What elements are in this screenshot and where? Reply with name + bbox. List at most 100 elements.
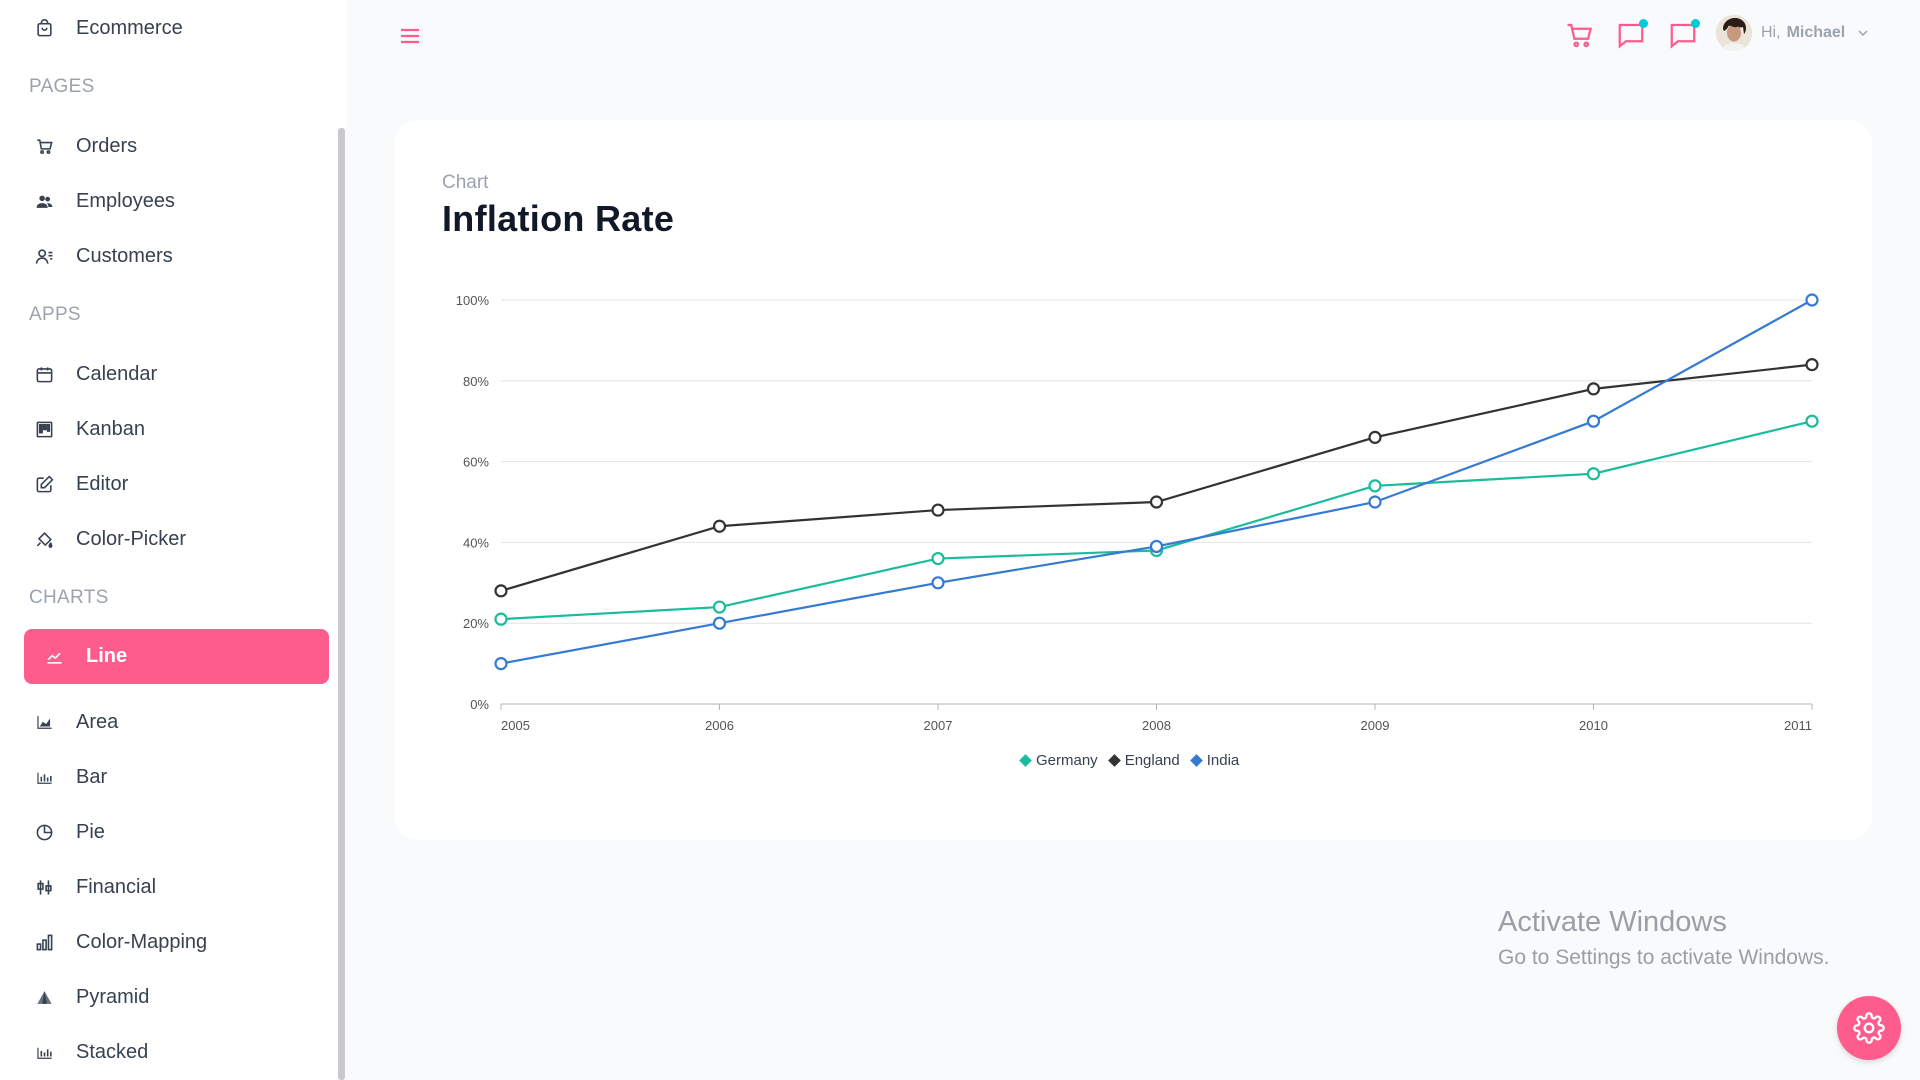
sidebar-item-label: Kanban bbox=[76, 417, 145, 440]
sidebar-item-color-mapping[interactable]: Color-Mapping bbox=[24, 916, 329, 968]
x-tick-label: 2006 bbox=[705, 718, 734, 733]
notification-dot bbox=[1691, 19, 1700, 28]
sidebar-item-label: Pyramid bbox=[76, 985, 150, 1008]
x-tick-label: 2011 bbox=[1784, 718, 1812, 733]
data-point bbox=[1368, 479, 1382, 493]
notification-dot bbox=[1639, 19, 1648, 28]
sidebar-scrollbar[interactable] bbox=[338, 128, 345, 1080]
line-chart-icon bbox=[42, 645, 66, 669]
sidebar-item-line[interactable]: Line bbox=[24, 629, 329, 684]
sidebar-item-ecommerce[interactable]: Ecommerce bbox=[24, 2, 329, 54]
activation-watermark-title: Activate Windows bbox=[1498, 906, 1727, 938]
customers-icon bbox=[32, 244, 56, 268]
pie-chart-icon bbox=[32, 820, 56, 844]
sidebar-item-label: Color-Mapping bbox=[76, 930, 208, 953]
shopping-bag-icon bbox=[32, 16, 56, 40]
x-tick-label: 2009 bbox=[1361, 718, 1390, 733]
data-point bbox=[712, 600, 727, 614]
financial-icon bbox=[32, 875, 56, 899]
menu-toggle-button[interactable] bbox=[398, 24, 422, 48]
sidebar-item-bar[interactable]: Bar bbox=[24, 751, 329, 803]
line-chart: 0% 20% 40% 60% 80% 100% 2005 2006 2007 2008 2009 20… bbox=[456, 293, 1819, 733]
color-mapping-icon bbox=[32, 930, 56, 954]
data-point bbox=[1368, 495, 1382, 509]
sidebar-item-label: Line bbox=[86, 645, 128, 667]
y-tick-label: 100% bbox=[456, 293, 490, 308]
sidebar-item-label: Orders bbox=[76, 134, 138, 157]
cart-button[interactable] bbox=[1565, 20, 1595, 50]
chevron-down-icon bbox=[1858, 30, 1868, 37]
data-point bbox=[1149, 495, 1164, 509]
edit-icon bbox=[32, 472, 56, 496]
legend-marker bbox=[1107, 754, 1121, 767]
data-point bbox=[712, 519, 727, 533]
legend-item[interactable]: Germany bbox=[1019, 752, 1098, 769]
section-title-charts: CHARTS bbox=[29, 587, 109, 608]
x-tick-label: 2007 bbox=[924, 718, 953, 733]
stacked-icon bbox=[32, 1040, 56, 1064]
sidebar-item-label: Area bbox=[76, 710, 119, 733]
sidebar-item-stacked[interactable]: Stacked bbox=[24, 1026, 329, 1078]
greeting-text: Hi, bbox=[1761, 24, 1781, 41]
y-tick-label: 40% bbox=[463, 535, 489, 550]
data-point bbox=[494, 612, 508, 626]
sidebar-item-label: Employees bbox=[76, 189, 175, 212]
data-point bbox=[1805, 293, 1819, 307]
section-title-apps: APPS bbox=[29, 304, 81, 325]
gear-icon bbox=[1853, 1012, 1885, 1044]
chat-button[interactable] bbox=[1616, 19, 1648, 50]
kanban-icon bbox=[32, 417, 56, 441]
theme-settings-button[interactable] bbox=[1837, 996, 1901, 1060]
chart-legend: Germany England India bbox=[394, 752, 1872, 769]
sidebar-item-calendar[interactable]: Calendar bbox=[24, 348, 329, 400]
user-profile-menu[interactable]: Hi, Michael bbox=[1716, 14, 1869, 52]
data-point bbox=[1805, 414, 1819, 428]
legend-label: England bbox=[1124, 752, 1180, 769]
sidebar-item-orders[interactable]: Orders bbox=[24, 120, 329, 172]
sidebar-item-label: Stacked bbox=[76, 1040, 149, 1063]
sidebar-item-label: Customers bbox=[76, 244, 173, 267]
sidebar-item-label: Color-Picker bbox=[76, 527, 187, 550]
legend-item[interactable]: England bbox=[1107, 752, 1180, 769]
sidebar-item-label: Calendar bbox=[76, 362, 158, 385]
series-line bbox=[500, 420, 1813, 621]
sidebar-item-editor[interactable]: Editor bbox=[24, 458, 329, 510]
sidebar-item-label: Pie bbox=[76, 820, 105, 843]
sidebar-item-employees[interactable]: Employees bbox=[24, 175, 329, 227]
sidebar-item-financial[interactable]: Financial bbox=[24, 861, 329, 913]
data-point bbox=[1586, 414, 1601, 428]
x-tick-label: 2008 bbox=[1142, 718, 1171, 733]
sidebar-item-pie[interactable]: Pie bbox=[24, 806, 329, 858]
x-tick-label: 2005 bbox=[501, 718, 530, 733]
sidebar-item-label: Financial bbox=[76, 875, 157, 898]
data-point bbox=[1805, 358, 1819, 372]
data-point bbox=[494, 584, 508, 598]
data-point bbox=[931, 576, 945, 590]
data-point bbox=[1149, 539, 1164, 554]
sidebar-item-area[interactable]: Area bbox=[24, 696, 329, 748]
sidebar: Ecommerce PAGES Orders Employees Custome… bbox=[0, 0, 346, 1080]
cart-icon bbox=[1567, 23, 1593, 48]
notification-button[interactable] bbox=[1668, 19, 1700, 50]
bar-chart-icon bbox=[32, 765, 56, 789]
x-tick-label: 2010 bbox=[1579, 718, 1608, 733]
data-point bbox=[931, 503, 945, 517]
data-point bbox=[931, 551, 945, 566]
sidebar-item-pyramid[interactable]: Pyramid bbox=[24, 971, 329, 1023]
sidebar-item-kanban[interactable]: Kanban bbox=[24, 403, 329, 455]
data-point bbox=[494, 656, 508, 671]
chart-card: Chart Inflation Rate 0% 20% 40% 60% 80% 100% 2… bbox=[394, 120, 1872, 840]
y-tick-label: 0% bbox=[470, 697, 489, 712]
sidebar-item-color-picker[interactable]: Color-Picker bbox=[24, 513, 329, 565]
y-tick-label: 60% bbox=[463, 455, 489, 470]
legend-item[interactable]: India bbox=[1189, 752, 1239, 769]
page-category: Chart bbox=[442, 172, 489, 193]
sidebar-item-customers[interactable]: Customers bbox=[24, 230, 329, 282]
legend-marker bbox=[1019, 754, 1032, 767]
sidebar-item-label: Editor bbox=[76, 472, 129, 495]
pyramid-icon bbox=[32, 985, 56, 1009]
page-title: Inflation Rate bbox=[442, 198, 675, 239]
data-point bbox=[1368, 430, 1382, 444]
avatar bbox=[1716, 15, 1752, 51]
area-chart-icon bbox=[32, 710, 56, 734]
